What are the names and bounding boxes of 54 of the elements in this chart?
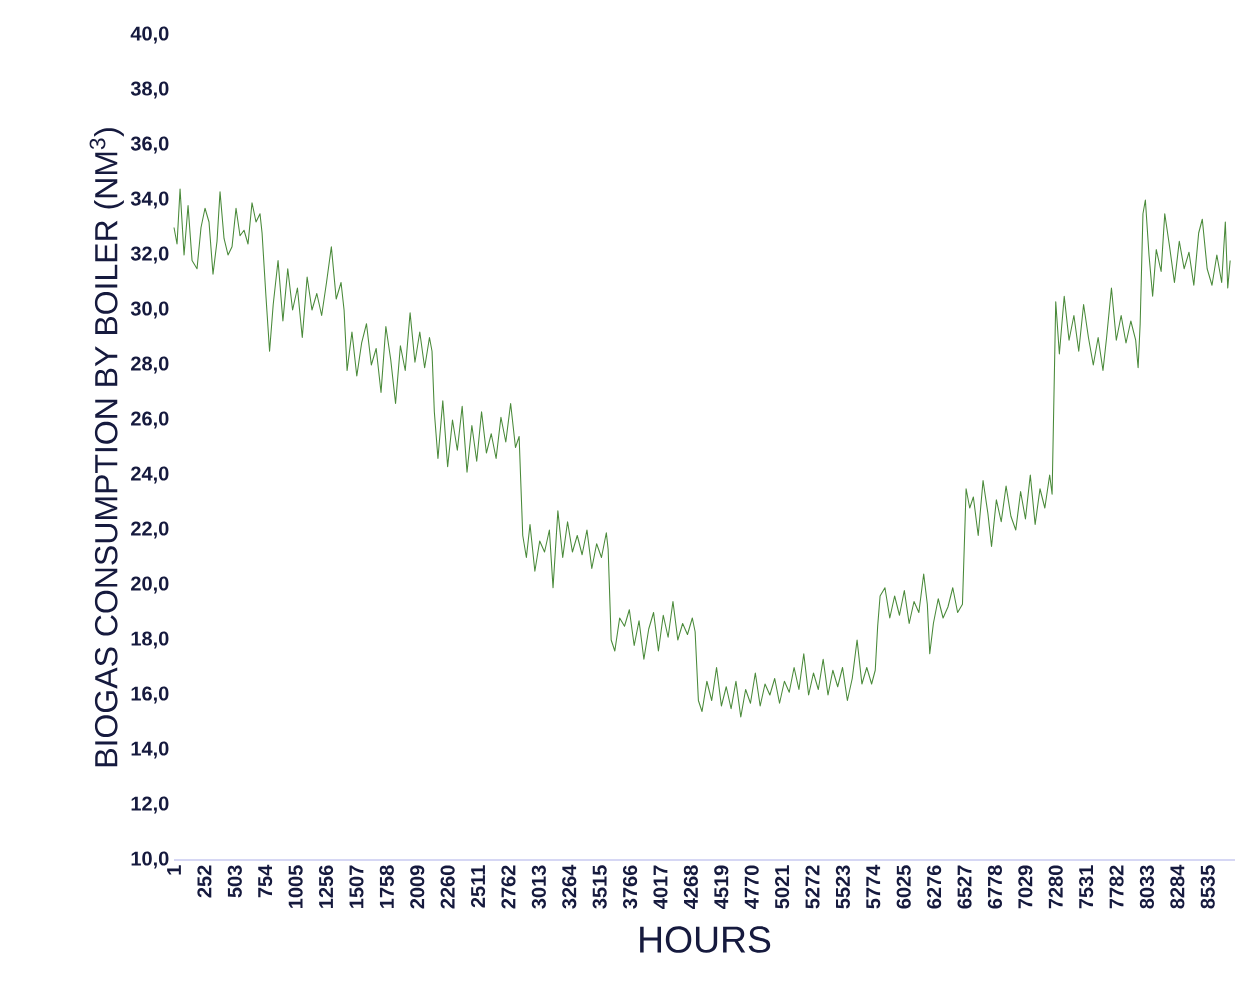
x-tick-label: 4519: [714, 865, 729, 909]
x-tick-label: 4017: [653, 865, 668, 909]
x-tick-label: 8033: [1139, 865, 1155, 909]
x-tick-label: 6527: [957, 865, 972, 909]
y-tick-label: 12,0: [131, 796, 169, 814]
y-tick-label: 14,0: [131, 741, 169, 759]
x-tick-label: 5021: [775, 865, 790, 909]
y-tick-label: 28,0: [131, 356, 169, 374]
x-tick-label: 754: [258, 864, 273, 898]
y-tick-label: 22,0: [131, 521, 169, 539]
x-tick-label: 6778: [987, 865, 1002, 909]
x-tick-label: 1507: [349, 865, 364, 908]
x-tick-label: 7029: [1018, 865, 1033, 909]
x-tick-label: 6276: [927, 865, 942, 909]
x-tick-label: 2511: [470, 865, 486, 908]
x-tick-label: 4268: [683, 865, 698, 909]
x-tick-label: 5774: [866, 864, 881, 909]
x-axis-title: HOURS: [640, 926, 771, 953]
x-tick-label: 1005: [288, 865, 303, 908]
x-tick-label: 503: [227, 865, 242, 898]
x-tick-label: 7280: [1048, 865, 1063, 909]
y-tick-label: 18,0: [131, 631, 169, 649]
x-tick-label: 2762: [501, 865, 516, 909]
y-tick-label: 34,0: [130, 191, 169, 209]
x-tick-label: 7531: [1079, 865, 1094, 909]
y-tick-label: 30,0: [130, 301, 169, 319]
x-tick-label: 4770: [744, 865, 759, 909]
y-tick-label: 26,0: [131, 411, 169, 429]
y-tick-label: 32,0: [130, 246, 169, 264]
x-tick-label: 3264: [562, 864, 577, 909]
y-tick-label: 16,0: [131, 686, 169, 704]
x-tick-label: 1758: [379, 865, 394, 908]
x-tick-label: 3013: [531, 865, 546, 909]
x-tick-label: 8284: [1170, 864, 1185, 909]
x-tick-label: 252: [197, 865, 212, 898]
y-tick-label: 20,0: [131, 576, 169, 594]
x-tick-label: 2009: [410, 865, 425, 909]
x-tick-label: 3766: [622, 865, 638, 909]
x-tick-label: 2260: [440, 865, 455, 909]
x-tick-label: 1: [167, 865, 181, 875]
x-tick-label: 5523: [835, 865, 850, 909]
y-tick-label: 36,0: [130, 136, 169, 154]
x-tick-label: 7782: [1109, 865, 1124, 909]
y-tick-label: 24,0: [131, 466, 169, 484]
x-tick-label: 8535: [1200, 865, 1215, 909]
y-tick-label: 38,0: [130, 81, 169, 99]
x-tick-label: 3515: [592, 865, 607, 909]
x-tick-label: 1256: [318, 865, 334, 908]
x-tick-label: 6025: [896, 865, 911, 909]
line-series: [173, 188, 1231, 718]
x-tick-label: 5272: [805, 865, 820, 909]
y-tick-label: 40,0: [130, 26, 169, 44]
y-axis-title: BIOGAS CONSUMPTION BY BOILER (NM$^{3}$): [89, 128, 124, 767]
y-tick-label: 10,0: [131, 851, 169, 869]
